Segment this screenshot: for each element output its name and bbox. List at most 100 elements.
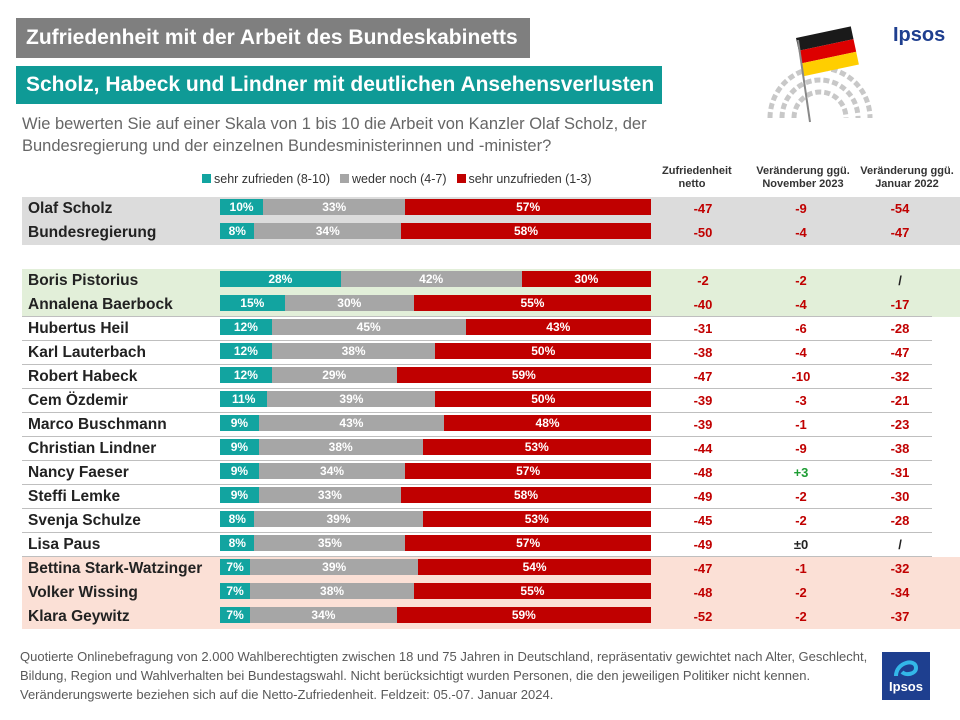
value-change-jan-2022: -54: [890, 201, 910, 216]
legend: sehr zufrieden (8-10) weder noch (4-7) s…: [202, 172, 658, 186]
value-netto: -38: [693, 345, 713, 360]
bar-segment: 39%: [267, 391, 436, 407]
row-divider: [22, 316, 932, 317]
ipsos-logo-text: Ipsos: [889, 679, 923, 694]
value-change-nov-2023: -2: [795, 585, 807, 600]
stacked-bar: 12% 38% 50%: [220, 343, 651, 359]
value-change-jan-2022: /: [898, 273, 902, 288]
value-change-nov-2023: +3: [793, 465, 809, 480]
stacked-bar: 12% 45% 43%: [220, 319, 651, 335]
value-change-jan-2022: -21: [890, 393, 910, 408]
bar-segment: 38%: [258, 439, 423, 455]
bar-segment: 42%: [340, 271, 522, 287]
value-change-nov-2023: -4: [795, 345, 807, 360]
value-change-nov-2023: -9: [795, 201, 807, 216]
bar-segment: 53%: [422, 511, 651, 527]
legend-label: sehr zufrieden (8-10): [214, 172, 331, 186]
legend-swatch-icon: [456, 174, 466, 183]
stacked-bar: 10% 33% 57%: [220, 199, 651, 215]
value-netto: -31: [693, 321, 713, 336]
value-netto: -49: [693, 537, 713, 552]
bar-segment: 58%: [401, 223, 651, 239]
value-change-nov-2023: -2: [795, 609, 807, 624]
row-divider: [22, 412, 932, 413]
stacked-bar: 15% 30% 55%: [220, 295, 651, 311]
bar-segment: 43%: [465, 319, 651, 335]
stacked-bar: 8% 34% 58%: [220, 223, 651, 239]
value-netto: -39: [693, 393, 713, 408]
stacked-bar: 7% 38% 55%: [220, 583, 651, 599]
value-change-jan-2022: -30: [890, 489, 910, 504]
value-change-nov-2023: -1: [795, 561, 807, 576]
bar-segment: 55%: [413, 295, 651, 311]
row-label: Annalena Baerbock: [28, 296, 173, 313]
value-change-nov-2023: -1: [795, 417, 807, 432]
stacked-bar: 8% 39% 53%: [220, 511, 651, 527]
chart-subtitle: Scholz, Habeck und Lindner mit deutliche…: [16, 66, 662, 104]
row-divider: [22, 508, 932, 509]
value-change-nov-2023: -2: [795, 513, 807, 528]
value-change-nov-2023: -3: [795, 393, 807, 408]
bar-segment: 57%: [405, 535, 651, 551]
ipsos-swirl-icon: [894, 660, 919, 677]
bar-segment: 7%: [220, 559, 251, 575]
column-header-line: Januar 2022: [875, 178, 939, 190]
bar-segment: 43%: [258, 415, 445, 431]
value-netto: -49: [693, 489, 713, 504]
column-header-line: November 2023: [762, 178, 844, 190]
value-change-nov-2023: -2: [795, 489, 807, 504]
bar-segment: 29%: [271, 367, 397, 383]
row-divider: [22, 364, 932, 365]
row-label: Bettina Stark-Watzinger: [28, 560, 203, 577]
legend-label: sehr unzufrieden (1-3): [468, 172, 592, 186]
row-divider: [22, 388, 932, 389]
value-change-nov-2023: -4: [795, 225, 807, 240]
bar-segment: 11%: [220, 391, 268, 407]
row-label: Volker Wissing: [28, 584, 138, 601]
value-netto: -47: [693, 561, 713, 576]
row-label: Bundesregierung: [28, 224, 157, 241]
stacked-bar: 12% 29% 59%: [220, 367, 651, 383]
bar-segment: 57%: [405, 199, 651, 215]
bar-segment: 9%: [220, 439, 259, 455]
chart-title: Zufriedenheit mit der Arbeit des Bundesk…: [16, 18, 530, 58]
value-change-jan-2022: -47: [890, 345, 910, 360]
row-divider: [22, 460, 932, 461]
value-change-jan-2022: -17: [890, 297, 910, 312]
column-header-line: Veränderung ggü.: [860, 165, 954, 177]
column-header-nov-2023: Veränderung ggü. November 2023: [748, 165, 858, 191]
column-header-line: Veränderung ggü.: [756, 165, 850, 177]
bar-segment: 9%: [220, 487, 259, 503]
value-netto: -47: [693, 369, 713, 384]
legend-swatch-icon: [202, 174, 211, 183]
row-label: Olaf Scholz: [28, 200, 113, 217]
bar-segment: 33%: [263, 199, 406, 215]
bar-segment: 38%: [250, 583, 414, 599]
value-change-jan-2022: -28: [890, 513, 910, 528]
bar-segment: 34%: [258, 463, 406, 479]
value-netto: -48: [693, 465, 713, 480]
value-change-nov-2023: -9: [795, 441, 807, 456]
column-header-line: netto: [678, 178, 706, 190]
value-change-jan-2022: -28: [890, 321, 910, 336]
bar-segment: 45%: [271, 319, 466, 335]
value-change-jan-2022: -38: [890, 441, 910, 456]
row-label: Klara Geywitz: [28, 608, 130, 625]
stacked-bar: 9% 43% 48%: [220, 415, 651, 431]
legend-item-sehr-zufrieden: sehr zufrieden (8-10): [202, 172, 330, 186]
bar-segment: 39%: [254, 511, 423, 527]
value-change-jan-2022: -37: [890, 609, 910, 624]
bar-segment: 50%: [435, 343, 651, 359]
legend-item-weder-noch: weder noch (4-7): [340, 172, 447, 186]
bar-segment: 57%: [405, 463, 651, 479]
survey-question: Wie bewerten Sie auf einer Skala von 1 b…: [22, 115, 647, 155]
stacked-bar: 8% 35% 57%: [220, 535, 651, 551]
bar-segment: 54%: [418, 559, 651, 575]
value-change-nov-2023: -4: [795, 297, 807, 312]
stacked-bar: 9% 33% 58%: [220, 487, 651, 503]
stacked-bar: 28% 42% 30%: [220, 271, 651, 287]
row-label: Marco Buschmann: [28, 416, 167, 433]
row-label: Svenja Schulze: [28, 512, 141, 529]
bar-segment: 53%: [422, 439, 651, 455]
value-netto: -45: [693, 513, 713, 528]
